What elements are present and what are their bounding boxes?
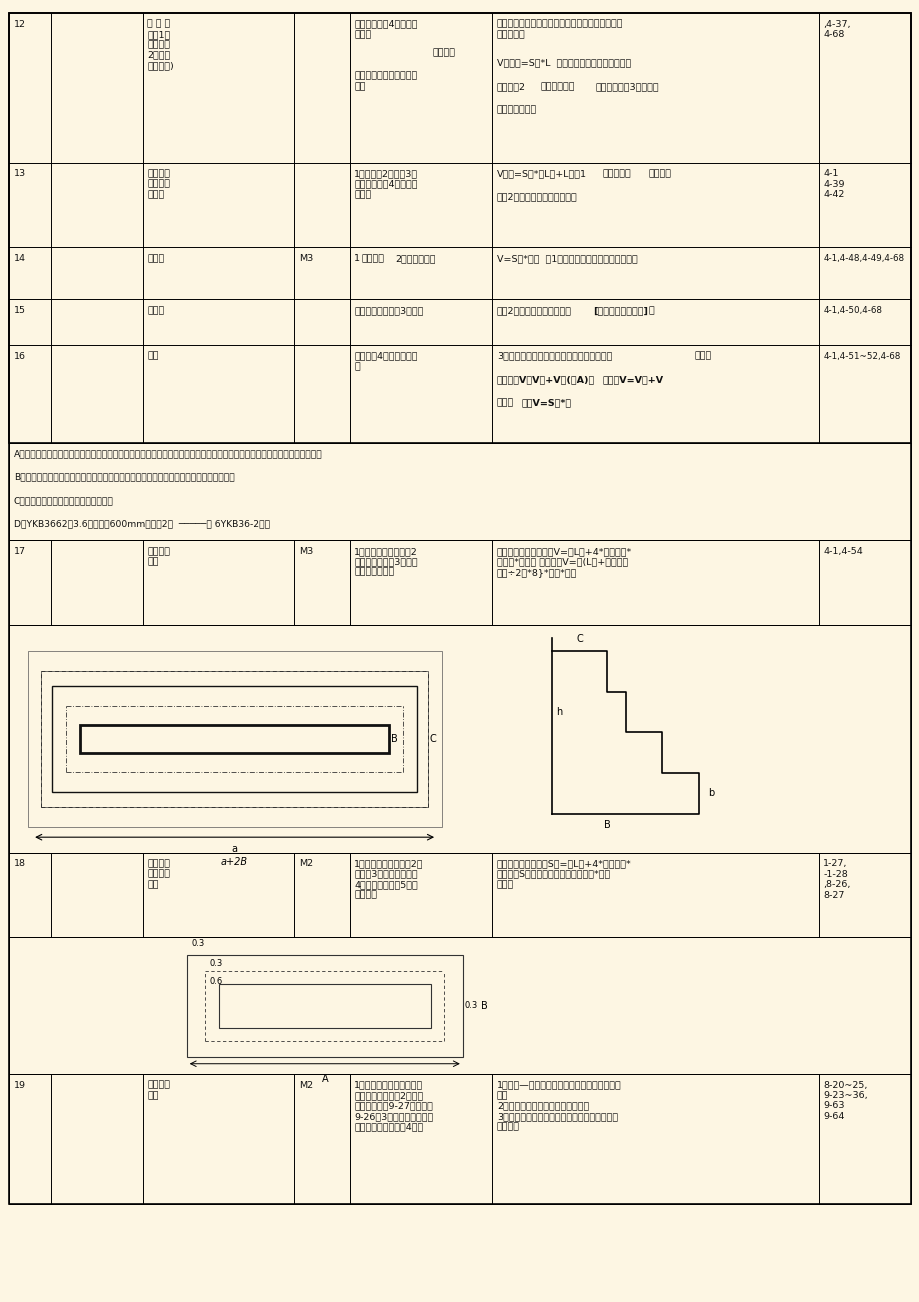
Text: 有梁板，V＝V板+V梁(见A)；: 有梁板，V＝V板+V梁(见A)； [496,375,595,384]
Text: M2: M2 [299,859,312,868]
Text: 1斜屋顶—按斜面积计算，平屋顶按水平投影面
积算
2不扣除房上的烟囱、风帽等等面积
3屋面女儿墙、伸缩缝、弯起的部分，并入屋面
工程量内: 1斜屋顶—按斜面积计算，平屋顶按水平投影面 积算 2不扣除房上的烟囱、风帽等等面… [496,1081,621,1131]
Text: 1: 1 [354,254,360,263]
Text: b: b [708,789,714,798]
Text: A: A [321,1074,328,1085]
Text: 4-1,4-54: 4-1,4-54 [823,547,862,556]
Text: 散水、坡
道（见备
注）: 散水、坡 道（见备 注） [147,859,170,889]
Text: A：有梁板（主次梁）与板构成一体其工程量应按梁板总和计算。陕西定额只把次梁算到板里，此外次梁算到厚的板中。见备注: A：有梁板（主次梁）与板构成一体其工程量应按梁板总和计算。陕西定额只把次梁算到板… [14,449,323,458]
Text: 4-1,4-51~52,4-68: 4-1,4-51~52,4-68 [823,352,900,361]
Text: D：YKB3662指3.6米板长，600mm板宽，2级  ─────与 6YKB36-2相似: D：YKB3662指3.6米板长，600mm板宽，2级 ─────与 6YKB3… [14,519,269,529]
Bar [28,651,441,827]
Text: 阐明：: 阐明： [694,352,711,361]
Text: 部分算入柱子3主次梁相: 部分算入柱子3主次梁相 [595,82,658,91]
Text: 梁与柱相交的: 梁与柱相交的 [539,82,573,91]
Text: M3: M3 [299,254,312,263]
Text: 注意（框: 注意（框 [432,48,455,57]
Bar [9,540,910,625]
Text: 板面标高: 板面标高 [361,254,384,263]
Text: 1卷材品种、规格（描述与
否自带保护材料）2防水层
做法（热熔法9-27，冷粘法
9-26）3放结材料种类（描
述找平层与否合格）4防护: 1卷材品种、规格（描述与 否自带保护材料）2防水层 做法（热熔法9-27，冷粘法… [354,1081,433,1131]
Text: B: B [603,820,610,831]
Text: 部分算入: 部分算入 [648,169,671,178]
Text: 12: 12 [14,20,26,29]
Text: [算板插入墙的板头]: [算板插入墙的板头] [593,306,648,315]
Text: 无梁板V=V板+V: 无梁板V=V板+V [602,375,663,384]
Text: 平板: 平板 [147,352,159,361]
Text: 1垫层材料种类、厚度2面
层厚度3混凝土强度等级
4混凝土拌合规定5填充
材料种类: 1垫层材料种类、厚度2面 层厚度3混凝土强度等级 4混凝土拌合规定5填充 材料种… [354,859,424,900]
Text: 圆梁（在
墙上，基
础上）: 圆梁（在 墙上，基 础上） [147,169,170,199]
Text: 4-1,4-48,4-49,4-68: 4-1,4-48,4-49,4-68 [823,254,903,263]
Text: V矩形梁=S截*L  梁长（梁与砖墙相交，算到墙: V矩形梁=S截*L 梁长（梁与砖墙相交，算到墙 [496,59,630,68]
Text: 不一样另编子目）3混凝土: 不一样另编子目）3混凝土 [354,306,423,315]
Text: 2板厚度（板厚: 2板厚度（板厚 [395,254,436,263]
Text: 交算至主梁侧）: 交算至主梁侧） [496,105,537,115]
Text: 13: 13 [14,169,26,178]
Bar [80,725,389,753]
Text: 平板V=S板*厚: 平板V=S板*厚 [521,398,571,408]
Text: B: B [391,734,397,743]
Text: 按图示计算体积。挑檐V=（L外+4*挑檐宽）*
挑檐宽*挑檐厚 弯起体积V=｛(L外+挑檐宽－
弯厚÷2）*8}*弯厚*弯高: 按图示计算体积。挑檐V=（L外+4*挑檐宽）* 挑檐宽*挑檐厚 弯起体积V=｛(… [496,547,631,577]
Text: 凝土强度等级4混凝土拌
合规定: 凝土强度等级4混凝土拌 合规定 [354,20,417,39]
Text: 柱帽；: 柱帽； [496,398,514,408]
Text: 8-20~25,
9-23~36,
9-63
9-64: 8-20~25, 9-23~36, 9-63 9-64 [823,1081,868,1121]
Text: 1-27,
-1-28
,8-26,
8-27: 1-27, -1-28 ,8-26, 8-27 [823,859,850,900]
Text: 4-1
4-39
4-42: 4-1 4-39 4-42 [823,169,844,199]
Text: C: C [429,734,436,743]
Text: a: a [232,844,237,854]
Text: 柱子2主次梁相交算至主梁侧）: 柱子2主次梁相交算至主梁侧） [496,193,577,202]
Text: 天沟、挑
檐板: 天沟、挑 檐板 [147,547,170,566]
Text: 0.3: 0.3 [191,939,204,948]
Text: a+2B: a+2B [221,857,248,867]
Bar [9,937,910,1074]
Bar [219,984,430,1027]
Bar [52,686,416,792]
Text: 屋面卷材
防水: 屋面卷材 防水 [147,1081,170,1100]
Text: 强度等级4混凝土拌合规
定: 强度等级4混凝土拌合规 定 [354,352,417,371]
Text: M2: M2 [299,1081,312,1090]
Text: 0.3: 0.3 [210,960,222,969]
Bar [41,671,427,807]
Bar [9,1074,910,1204]
Text: 1混凝土强度等级规定2
混凝土拌合规定3挑檐板
弯起高度、厚度: 1混凝土强度等级规定2 混凝土拌合规定3挑檐板 弯起高度、厚度 [354,547,417,577]
Text: B: B [481,1001,487,1010]
Text: 散水算水平投影面积S散=（L外+4*散水宽）*
散水宽－S台阶（相交部分即：台阶长*散水
宽）；: 散水算水平投影面积S散=（L外+4*散水宽）* 散水宽－S台阶（相交部分即：台阶… [496,859,630,889]
Text: C: C [575,634,583,644]
Text: 侧；2板与砖墙相交，板全算: 侧；2板与砖墙相交，板全算 [496,306,572,315]
Text: 4-1,4-50,4-68: 4-1,4-50,4-68 [823,306,881,315]
Text: 有梁板: 有梁板 [147,254,165,263]
Text: C：平板是指无柱梁直接由墙支撑的板。: C：平板是指无柱梁直接由墙支撑的板。 [14,496,114,505]
Bar [9,443,910,540]
Text: 16: 16 [14,352,26,361]
Text: V=S板*板厚  （1板与框架梁相交，板算至主梁内: V=S板*板厚 （1板与框架梁相交，板算至主梁内 [496,254,637,263]
Text: h: h [556,707,562,717]
Text: 17: 17 [14,547,26,556]
Text: ；: ； [648,306,653,315]
Text: 3板与混凝土墙相交，板算至混凝土墙内侧）: 3板与混凝土墙相交，板算至混凝土墙内侧） [496,352,611,361]
Text: 的外边线2: 的外边线2 [496,82,526,91]
Text: V圆梁=S截*（L中+L净）1: V圆梁=S截*（L中+L净）1 [496,169,586,178]
Text: 梁与柱相交: 梁与柱相交 [602,169,630,178]
Text: 无梁板: 无梁板 [147,306,165,315]
Bar [9,13,910,443]
Text: 预埋铁件所占体积，伸入墙内的梁头，梁垫并入梁
的体积内；: 预埋铁件所占体积，伸入墙内的梁头，梁垫并入梁 的体积内； [496,20,623,39]
Text: 1梁底标高2梁截面3混
凝土强度等级4混凝土拌
合规定: 1梁底标高2梁截面3混 凝土强度等级4混凝土拌 合规定 [354,169,418,199]
Text: ,4-37,
4-68: ,4-37, 4-68 [823,20,850,39]
Text: M3: M3 [299,547,312,556]
Bar [187,954,462,1057]
Text: 0.3: 0.3 [464,1001,477,1010]
Text: B：无梁板是指不带梁直接用板头支撑的板，有独立柱支撑，其体积按板与柱帽之和计算。: B：无梁板是指不带梁直接用板头支撑的板，有独立柱支撑，其体积按板与柱帽之和计算。 [14,473,234,482]
Bar [9,625,910,853]
Bar [9,853,910,937]
Text: 矩 形 梁
（注1框
架梁套，
2梁上有
预制板套): 矩 形 梁 （注1框 架梁套， 2梁上有 预制板套) [147,20,174,70]
Text: 架梁在任何状况下都是主
梁）: 架梁在任何状况下都是主 梁） [354,72,417,91]
Text: 18: 18 [14,859,26,868]
Text: 19: 19 [14,1081,26,1090]
Text: 15: 15 [14,306,26,315]
Text: 14: 14 [14,254,26,263]
Text: 0.6: 0.6 [210,978,222,987]
